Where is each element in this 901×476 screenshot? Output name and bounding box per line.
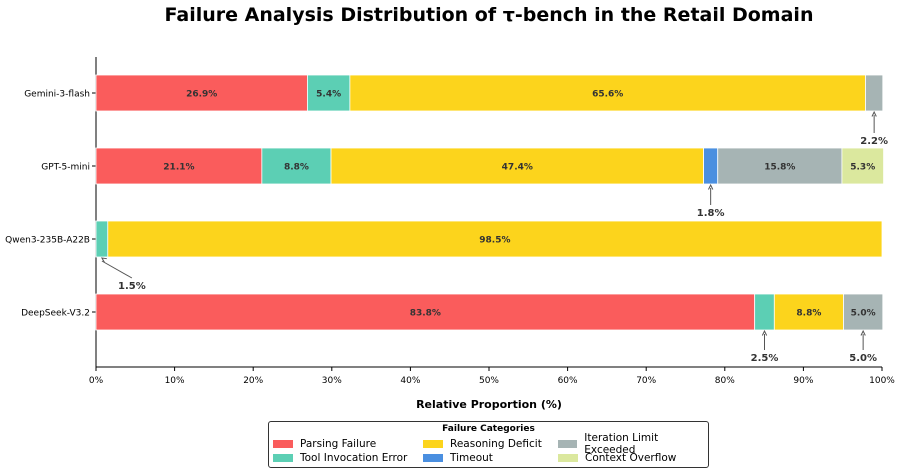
callout-label: 2.5% <box>751 353 779 364</box>
x-tick-label: 10% <box>165 376 185 386</box>
x-tick-label: 80% <box>715 376 735 386</box>
callout-label: 1.8% <box>697 208 725 219</box>
x-tick-label: 20% <box>243 376 263 386</box>
legend-swatch <box>558 440 578 448</box>
data-label: 15.8% <box>764 163 795 173</box>
bar-segment-parsing-failure <box>95 74 308 112</box>
legend-item-context-overflow: Context Overflow <box>558 451 676 465</box>
legend-label: Context Overflow <box>585 452 677 464</box>
data-label: 65.6% <box>592 90 623 100</box>
legend-title: Failure Categories <box>442 424 535 434</box>
legend-label: Parsing Failure <box>300 438 377 450</box>
x-tick-label: 40% <box>400 376 420 386</box>
chart-title: Failure Analysis Distribution of τ-bench… <box>164 4 814 26</box>
bar-segment-timeout <box>703 147 719 185</box>
bar-segment-tool-invocation-error <box>307 74 351 112</box>
bar-segment-reasoning-deficit <box>107 220 883 258</box>
callout-label: 2.2% <box>860 136 888 147</box>
legend-label: Tool Invocation Error <box>300 452 408 464</box>
callout-arrow <box>101 260 133 279</box>
bar-segment-parsing-failure <box>95 147 263 185</box>
data-label: 5.4% <box>316 90 341 100</box>
legend-item-timeout: Timeout <box>423 451 493 465</box>
data-label: 83.8% <box>410 309 441 319</box>
legend-item-reasoning-deficit: Reasoning Deficit <box>423 437 542 451</box>
bar-segment-reasoning-deficit <box>773 293 844 331</box>
data-label: 5.3% <box>850 163 875 173</box>
x-axis-label: Relative Proportion (%) <box>416 398 562 411</box>
y-tick-label: GPT-5-mini <box>41 163 90 173</box>
legend-item-tool-invocation-error: Tool Invocation Error <box>273 451 407 465</box>
x-tick-label: 0% <box>89 376 104 386</box>
legend-swatch <box>423 454 443 462</box>
stacked-bar-chart: 0% 10% 20% 30% 40% 50% 60% 70% 80% 90% 100% Relativ… <box>5 57 895 411</box>
callout-arrowhead <box>761 329 768 336</box>
bar-segment-context-overflow <box>841 147 884 185</box>
bar-segment-parsing-failure <box>95 293 756 331</box>
callout-arrowhead <box>871 110 877 117</box>
y-tick-label: DeepSeek-V3.2 <box>21 309 90 319</box>
bar-segment-iteration-limit-exceeded <box>865 74 884 112</box>
data-label: 26.9% <box>186 90 217 100</box>
bar-segment-iteration-limit-exceeded <box>717 147 843 185</box>
data-label: 98.5% <box>479 236 510 246</box>
callout-label: 5.0% <box>849 353 877 364</box>
data-label: 8.8% <box>284 163 309 173</box>
legend: Failure Categories Parsing Failure Tool I… <box>268 421 709 468</box>
legend-item-parsing-failure: Parsing Failure <box>273 437 376 451</box>
x-tick-label: 50% <box>479 376 499 386</box>
bar-segment-reasoning-deficit <box>349 74 866 112</box>
data-label: 5.0% <box>851 309 876 319</box>
callout-arrowhead <box>860 329 866 336</box>
y-tick-label: Gemini-3-flash <box>24 90 90 100</box>
bar-segment-reasoning-deficit <box>330 147 704 185</box>
callout-arrowhead <box>100 257 107 263</box>
legend-label: Reasoning Deficit <box>450 438 542 450</box>
legend-label: Timeout <box>450 452 493 464</box>
legend-swatch <box>423 440 443 448</box>
bar-segment-tool-invocation-error <box>261 147 332 185</box>
bar-segment-tool-invocation-error <box>754 293 775 331</box>
x-tick-label: 70% <box>636 376 656 386</box>
legend-item-iteration-limit-exceeded: Iteration Limit Exceeded <box>558 432 708 456</box>
data-label: 47.4% <box>502 163 533 173</box>
legend-label: Iteration Limit Exceeded <box>584 432 659 456</box>
x-tick-label: 100% <box>869 376 895 386</box>
bar-segment-tool-invocation-error <box>95 220 109 258</box>
x-tick-label: 30% <box>322 376 342 386</box>
data-label: 21.1% <box>163 163 194 173</box>
legend-swatch <box>558 454 578 462</box>
legend-swatch <box>273 440 293 448</box>
callout-arrowhead <box>708 183 714 190</box>
x-tick-label: 60% <box>558 376 578 386</box>
legend-swatch <box>273 454 293 462</box>
x-tick-label: 90% <box>793 376 813 386</box>
data-label: 8.8% <box>796 309 821 319</box>
callout-label: 1.5% <box>118 281 146 292</box>
y-tick-label: Qwen3-235B-A22B <box>5 236 90 246</box>
bar-segment-iteration-limit-exceeded <box>843 293 884 331</box>
